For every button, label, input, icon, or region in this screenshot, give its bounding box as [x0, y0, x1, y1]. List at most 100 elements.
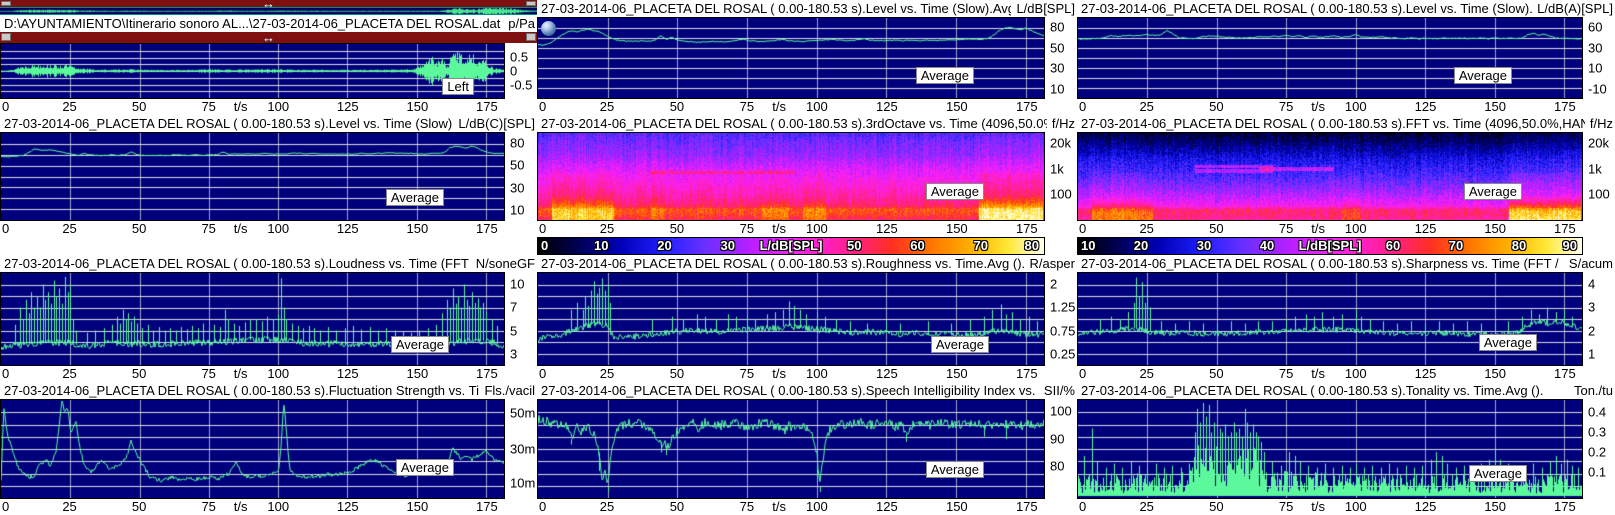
x-tick-label: 100	[1344, 499, 1367, 514]
x-tick-label: 175	[1554, 499, 1576, 514]
x-tick-label: 125	[1414, 221, 1437, 236]
y-tick-label: 0.5	[510, 49, 529, 65]
x-axis: 0 25 50 75 100 125 150 175 t/s	[1077, 99, 1583, 115]
chart-title: 27-03-2014-06_PLACETA DEL ROSAL ( 0.00-1…	[541, 1, 1012, 16]
x-tick-label: 175	[476, 499, 498, 514]
x-tick-label: 75	[739, 499, 755, 514]
x-tick-label: 50	[131, 221, 147, 236]
color-scale-label: 70	[973, 238, 988, 253]
x-tick-label: 50	[1209, 99, 1224, 114]
x-tick-label: 125	[1414, 366, 1437, 381]
pane-icon[interactable]	[1, 33, 11, 41]
x-tick-label: 0	[1079, 366, 1087, 381]
plot-area[interactable]: Left	[0, 43, 505, 99]
plot-canvas[interactable]	[1078, 400, 1582, 498]
chart-title-bar: 27-03-2014-06_PLACETA DEL ROSAL ( 0.00-1…	[537, 0, 1077, 17]
plot-canvas[interactable]	[538, 18, 1044, 98]
y-tick-label: 0.75	[1050, 323, 1076, 339]
x-tick-label: 100	[267, 499, 290, 514]
y-tick-label: 7	[510, 299, 518, 315]
x-tick-label: 0	[539, 366, 547, 381]
y-tick-label: 20k	[1050, 135, 1071, 151]
blank-spacer	[0, 237, 537, 255]
y-axis-labels: 4 3 2 1	[1583, 272, 1615, 366]
y-axis-labels: 50m 30m 10m	[505, 399, 537, 499]
x-axis-unit: t/s	[772, 499, 786, 514]
chart-speech-intelligibility: 27-03-2014-06_PLACETA DEL ROSAL ( 0.00-1…	[537, 382, 1077, 515]
x-tick-label: 150	[945, 499, 968, 514]
plot-area[interactable]: Average	[1077, 17, 1583, 99]
resize-arrow-icon: ↔	[262, 0, 275, 11]
x-tick-label: 0	[2, 221, 10, 236]
x-axis: 0 25 50 75 100 125 150 175 t/s	[1077, 221, 1583, 237]
y-tick-label: 0.2	[1588, 444, 1607, 460]
plot-area[interactable]: Average	[1077, 132, 1583, 221]
waveform-overview-strip[interactable]	[0, 7, 537, 15]
color-scale-bar: 0 10 20 30 L/dB[SPL] 50 60 70 80	[537, 237, 1045, 255]
x-tick-label: 125	[1414, 499, 1437, 514]
plot-area[interactable]: Average	[537, 17, 1045, 99]
x-tick-label: 100	[806, 99, 828, 114]
chart-title-bar: 27-03-2014-06_PLACETA DEL ROSAL ( 0.00-1…	[1077, 115, 1615, 132]
chart-unit-label: f/Hz	[1589, 116, 1613, 131]
plot-area[interactable]: Average	[537, 399, 1045, 499]
x-tick-label: 175	[1554, 366, 1576, 381]
y-tick-label: 0.1	[1588, 464, 1607, 480]
x-tick-label: 150	[406, 221, 429, 236]
y-tick-label: 80	[1050, 458, 1065, 474]
plot-canvas[interactable]	[538, 133, 1044, 220]
x-tick-label: 25	[62, 366, 77, 381]
x-axis-unit: t/s	[233, 499, 248, 514]
x-tick-label: 0	[1079, 99, 1087, 114]
color-scale-label: 80	[1024, 238, 1039, 253]
y-axis-labels: 20k 1k 100	[1583, 132, 1615, 221]
x-tick-label: 100	[806, 221, 828, 236]
legend-box: Average	[395, 459, 454, 476]
plot-canvas[interactable]	[1078, 133, 1582, 220]
y-tick-label: -10	[1588, 81, 1607, 97]
chart-unit-label: L/dB[SPL]	[1016, 1, 1075, 16]
chart-title-bar: 27-03-2014-06_PLACETA DEL ROSAL ( 0.00-1…	[1077, 255, 1615, 272]
color-scale-label: 60	[1385, 238, 1401, 253]
legend-box: Average	[1468, 465, 1527, 482]
y-tick-label: 80	[510, 135, 525, 151]
plot-canvas[interactable]	[1, 400, 504, 498]
chart-roughness: 27-03-2014-06_PLACETA DEL ROSAL ( 0.00-1…	[537, 255, 1077, 382]
chart-title: 27-03-2014-06_PLACETA DEL ROSAL ( 0.00-1…	[4, 256, 469, 271]
plot-area[interactable]: Average	[0, 132, 505, 221]
chart-level-dbc: 27-03-2014-06_PLACETA DEL ROSAL ( 0.00-1…	[0, 115, 537, 255]
plot-area[interactable]: Average	[537, 132, 1045, 221]
x-axis: 0 25 50 75 100 125 150 175 t/s	[0, 99, 505, 115]
pane-splitter-top[interactable]: ↔	[0, 0, 537, 11]
plot-area[interactable]: Average	[0, 399, 505, 499]
x-tick-label: 125	[336, 366, 359, 381]
plot-canvas[interactable]	[1078, 273, 1582, 365]
x-tick-label: 175	[476, 99, 498, 114]
resize-arrow-icon: ↔	[262, 29, 275, 45]
plot-area[interactable]: Average	[1077, 272, 1583, 366]
plot-canvas[interactable]	[1, 133, 504, 220]
plot-area[interactable]: Average	[1077, 399, 1583, 499]
pane-icon[interactable]	[1, 1, 11, 6]
y-tick-label: 1k	[1588, 161, 1602, 177]
plot-area[interactable]: Average	[537, 272, 1045, 366]
plot-canvas[interactable]	[1, 44, 504, 98]
overview-canvas[interactable]	[0, 8, 537, 14]
x-tick-label: 125	[876, 366, 898, 381]
y-tick-label: 90	[1050, 431, 1065, 447]
y-tick-label: 4	[1588, 276, 1596, 292]
x-tick-label: 50	[1209, 221, 1224, 236]
x-tick-label: 100	[267, 99, 290, 114]
pane-icon[interactable]	[526, 1, 536, 6]
plot-area[interactable]: Average	[0, 272, 505, 366]
x-tick-label: 25	[62, 499, 77, 514]
x-tick-label: 175	[1015, 221, 1038, 236]
pane-splitter[interactable]: ↔	[0, 29, 537, 45]
x-tick-label: 175	[1554, 221, 1576, 236]
x-tick-label: 25	[599, 99, 615, 114]
plot-canvas[interactable]	[1078, 18, 1582, 98]
pane-icon[interactable]	[526, 33, 536, 41]
chart-unit-label: L/dB(C)[SPL]	[458, 116, 535, 131]
plot-canvas[interactable]	[538, 400, 1044, 498]
